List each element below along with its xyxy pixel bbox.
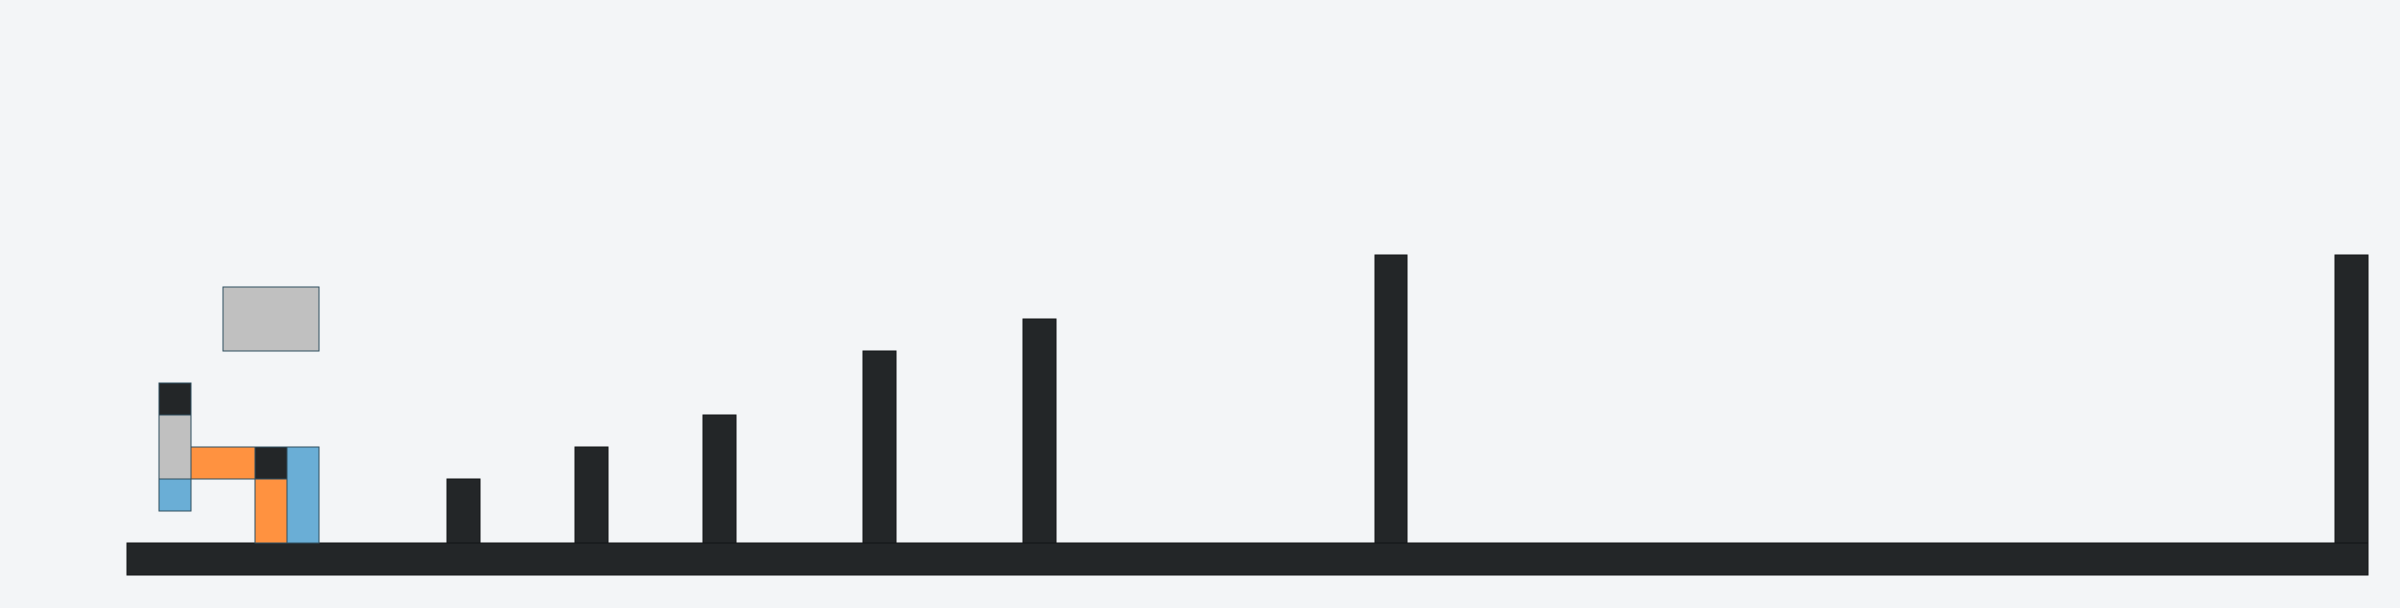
pillar-4 [862,350,897,544]
pillar-6 [1374,254,1408,544]
tetromino-block-dark-2[interactable] [254,446,288,480]
floor-wall [126,542,2369,576]
tetromino-block-gray[interactable] [158,414,192,480]
pillar-2 [574,446,609,544]
tetromino-block-blue-2[interactable] [286,446,320,544]
pillar-5 [1022,318,1057,544]
right-wall [2334,254,2369,544]
pillar-3 [702,414,737,544]
tetromino-block-orange-2[interactable] [254,478,288,544]
tetromino-block-blue[interactable] [158,478,192,512]
pillar-1 [446,478,481,544]
tetromino-block-dark[interactable] [158,382,192,416]
falling-block-gray[interactable] [222,286,320,352]
tetromino-block-orange[interactable] [190,446,256,480]
